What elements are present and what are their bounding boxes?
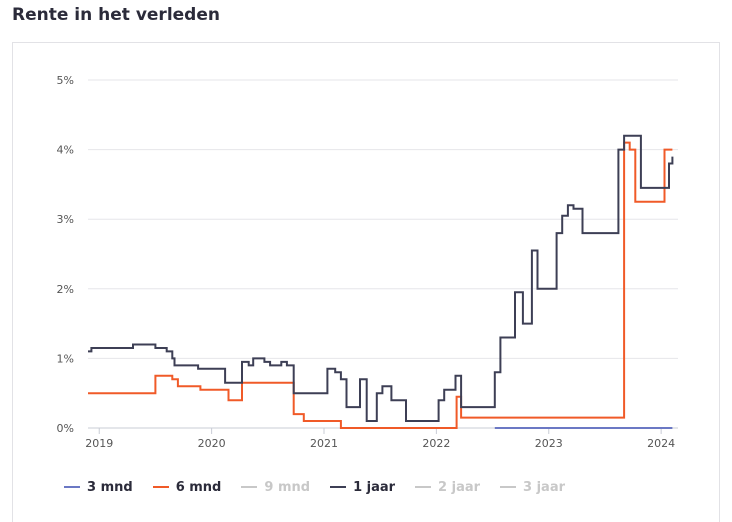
x-tick-label: 2024 [647, 437, 675, 450]
chart-series [88, 134, 674, 429]
y-tick-label: 4% [57, 144, 74, 157]
series-line-6-mnd [88, 141, 673, 429]
legend-item-1-jaar[interactable]: 1 jaar [330, 480, 395, 495]
chart-grid [88, 79, 678, 429]
y-tick-label: 2% [57, 283, 74, 296]
legend-swatch [330, 486, 347, 488]
y-tick-label: 3% [57, 213, 74, 226]
series-line-1-jaar [88, 134, 674, 422]
legend-swatch [64, 486, 80, 488]
legend-swatch [152, 486, 169, 488]
legend-swatch [241, 486, 258, 488]
y-tick-label: 0% [57, 422, 74, 435]
legend-swatch [415, 486, 432, 488]
legend-item-9-mnd[interactable]: 9 mnd [241, 480, 310, 495]
legend-item-3-mnd[interactable]: 3 mnd [64, 480, 133, 495]
x-tick-label: 2019 [85, 437, 113, 450]
legend-label: 9 mnd [264, 479, 311, 495]
legend-label: 6 mnd [175, 479, 222, 495]
chart-legend: 3 mnd 6 mnd 9 mnd 1 jaar 2 jaar 3 jaar [64, 476, 565, 498]
chart-axes: 0% 1% 2% 3% 4% 5% 2019 2020 2021 2022 2023 2024 [57, 74, 676, 450]
legend-item-3-jaar[interactable]: 3 jaar [500, 480, 565, 495]
legend-label: 1 jaar [353, 479, 396, 495]
x-tick-label: 2021 [310, 437, 338, 450]
legend-item-2-jaar[interactable]: 2 jaar [415, 480, 480, 495]
y-tick-label: 1% [57, 352, 74, 365]
legend-label: 2 jaar [438, 479, 481, 495]
y-tick-label: 5% [57, 74, 74, 87]
chart-card [12, 42, 720, 522]
legend-item-6-mnd[interactable]: 6 mnd [152, 479, 222, 495]
legend-label: 3 jaar [523, 479, 566, 495]
legend-label: 3 mnd [87, 479, 133, 495]
x-tick-label: 2023 [535, 437, 563, 450]
x-tick-label: 2022 [422, 437, 450, 450]
x-tick-label: 2020 [198, 437, 226, 450]
rate-history-chart: 0% 1% 2% 3% 4% 5% 2019 2020 2021 2022 2023 2024 [57, 74, 678, 450]
page-title: Rente in het verleden [12, 5, 220, 25]
legend-swatch [500, 486, 517, 488]
